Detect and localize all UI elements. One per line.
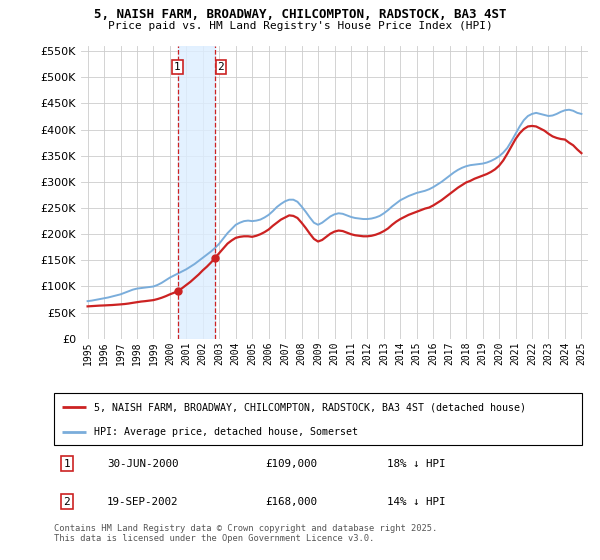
- Text: 30-JUN-2000: 30-JUN-2000: [107, 459, 178, 469]
- Text: £109,000: £109,000: [265, 459, 317, 469]
- Text: 1: 1: [64, 459, 70, 469]
- Text: HPI: Average price, detached house, Somerset: HPI: Average price, detached house, Some…: [94, 427, 358, 437]
- Text: 2: 2: [218, 62, 224, 72]
- Text: 5, NAISH FARM, BROADWAY, CHILCOMPTON, RADSTOCK, BA3 4ST (detached house): 5, NAISH FARM, BROADWAY, CHILCOMPTON, RA…: [94, 402, 526, 412]
- Text: 5, NAISH FARM, BROADWAY, CHILCOMPTON, RADSTOCK, BA3 4ST: 5, NAISH FARM, BROADWAY, CHILCOMPTON, RA…: [94, 8, 506, 21]
- Text: Contains HM Land Registry data © Crown copyright and database right 2025.
This d: Contains HM Land Registry data © Crown c…: [54, 524, 437, 543]
- Text: 1: 1: [174, 62, 181, 72]
- Text: 19-SEP-2002: 19-SEP-2002: [107, 497, 178, 507]
- Text: 14% ↓ HPI: 14% ↓ HPI: [386, 497, 445, 507]
- Text: £168,000: £168,000: [265, 497, 317, 507]
- Text: 18% ↓ HPI: 18% ↓ HPI: [386, 459, 445, 469]
- FancyBboxPatch shape: [54, 393, 582, 445]
- Text: 2: 2: [64, 497, 70, 507]
- Text: Price paid vs. HM Land Registry's House Price Index (HPI): Price paid vs. HM Land Registry's House …: [107, 21, 493, 31]
- Bar: [178, 46, 215, 339]
